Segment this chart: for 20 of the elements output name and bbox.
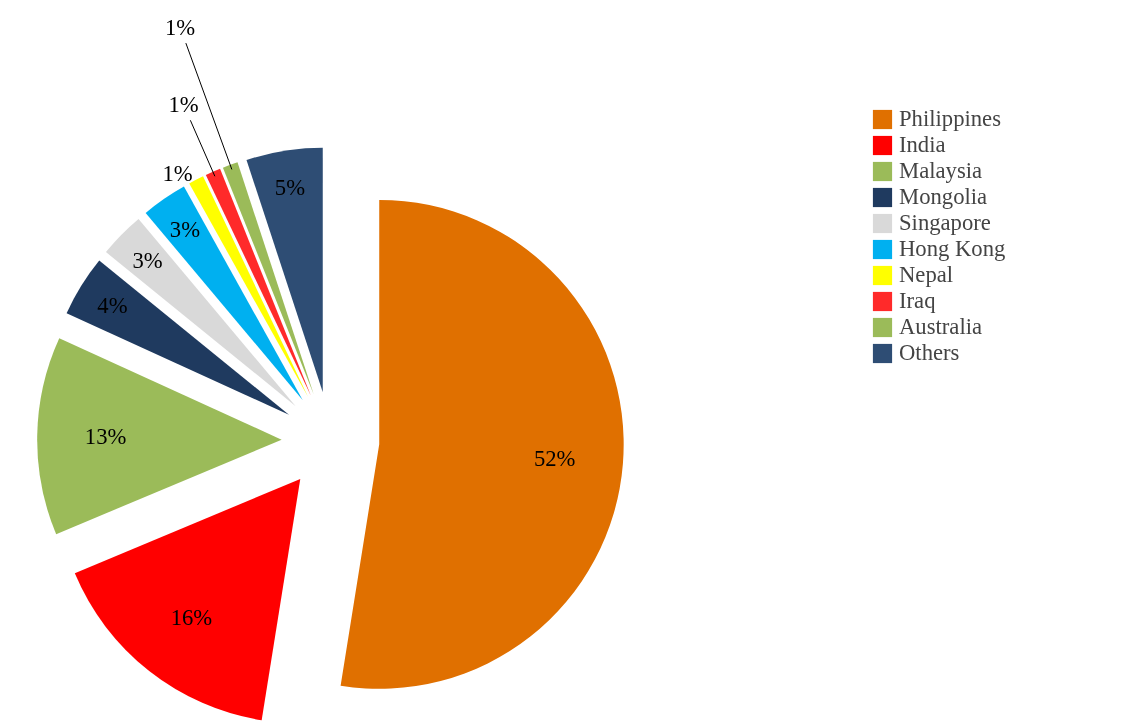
data-label: 5%: [274, 174, 306, 200]
legend-label: Australia: [899, 314, 983, 340]
data-label: 1%: [168, 92, 199, 118]
legend-label: Others: [899, 340, 960, 366]
legend-label: Mongolia: [899, 184, 988, 210]
data-label: 3%: [132, 247, 163, 273]
legend-label: Malaysia: [899, 158, 983, 184]
legend-label: Singapore: [899, 210, 991, 236]
data-label: 13%: [84, 424, 127, 450]
data-label: 1%: [162, 160, 193, 186]
data-label: 52%: [533, 445, 576, 471]
legend-label: Nepal: [899, 262, 954, 288]
legend-label: Iraq: [899, 288, 936, 314]
data-label: 1%: [164, 14, 196, 40]
data-label: 3%: [169, 216, 201, 242]
legend-label: Hong Kong: [899, 236, 1006, 262]
data-label: 16%: [170, 604, 213, 630]
legend-label: Philippines: [899, 106, 1001, 132]
legend-label: India: [899, 132, 946, 158]
data-label: 4%: [97, 292, 128, 318]
